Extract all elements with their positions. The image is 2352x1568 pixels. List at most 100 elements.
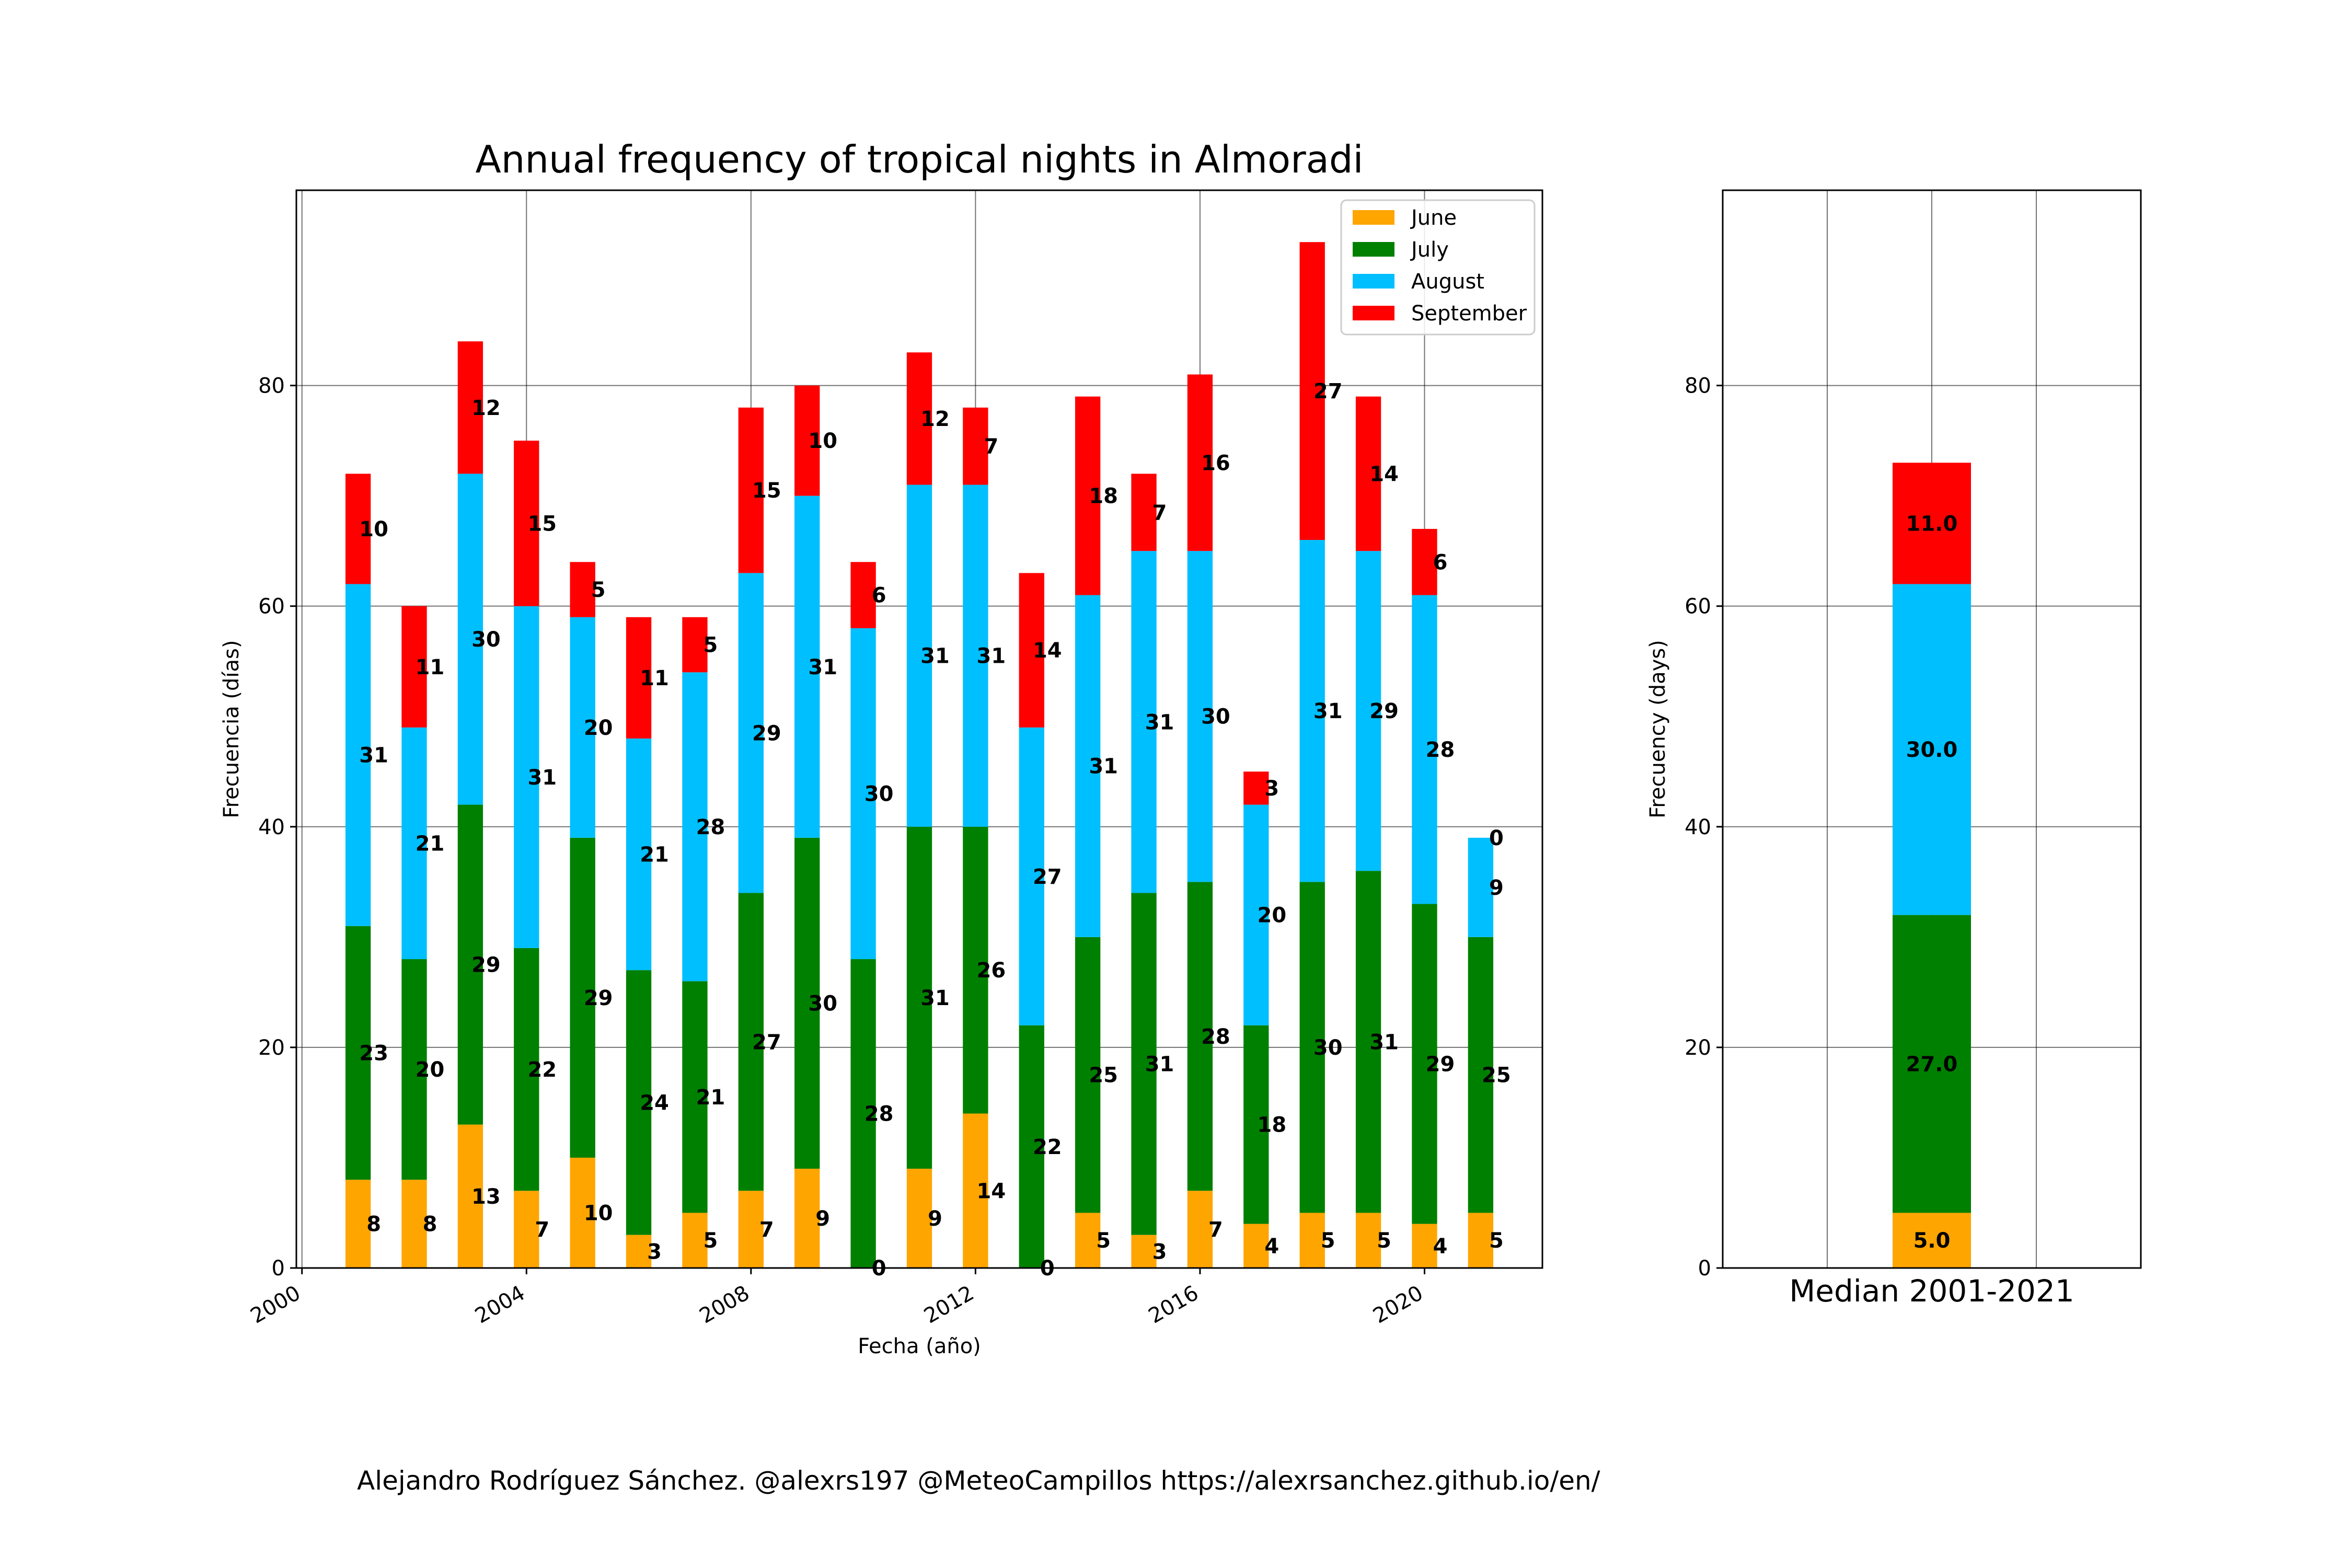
value-label-july-2020: 29 (1426, 1053, 1455, 1077)
xtick-label-2008: 2008 (696, 1281, 754, 1329)
value-label-july-2016: 28 (1201, 1025, 1230, 1049)
bar-september-2003 (457, 341, 483, 474)
value-label-august-2001: 31 (359, 744, 388, 768)
value-label-july-2006: 24 (640, 1091, 669, 1115)
value-label-september-2004: 15 (527, 512, 557, 536)
ytick-label-60: 60 (258, 595, 285, 619)
bar-august-2015 (1131, 551, 1157, 893)
value-label-september-2013: 14 (1033, 639, 1062, 663)
value-label-september-2019: 14 (1369, 462, 1399, 486)
value-label-june-2009: 9 (815, 1207, 830, 1231)
value-label-july-2003: 29 (471, 953, 501, 977)
bar-september-2005 (570, 562, 595, 617)
value-label-july-2001: 23 (359, 1041, 388, 1065)
bar-september-2001 (345, 474, 371, 584)
value-label-august-2011: 31 (920, 644, 950, 668)
median-value-label-july: 27.0 (1906, 1053, 1958, 1077)
value-label-june-2008: 7 (759, 1218, 774, 1242)
ytick-label-20: 20 (258, 1036, 285, 1060)
bar-september-2019 (1355, 396, 1381, 551)
value-label-july-2015: 31 (1145, 1053, 1174, 1077)
value-label-september-2001: 10 (359, 517, 388, 541)
bar-july-2018 (1299, 882, 1325, 1213)
bar-august-2009 (794, 495, 820, 838)
legend-label-september: September (1411, 302, 1527, 326)
value-label-august-2014: 31 (1089, 755, 1118, 779)
median-chart-ylabel: Frecuency (days) (1646, 640, 1670, 818)
bar-august-2018 (1299, 540, 1325, 882)
value-label-august-2018: 31 (1313, 699, 1343, 723)
value-label-september-2016: 16 (1201, 451, 1230, 475)
value-label-september-2012: 7 (984, 435, 998, 459)
median-ytick-label-80: 80 (1685, 374, 1711, 398)
value-label-june-2015: 3 (1152, 1240, 1167, 1264)
value-label-september-2005: 5 (591, 578, 606, 602)
bar-august-2013 (1019, 727, 1044, 1025)
bar-july-2009 (794, 837, 820, 1169)
bar-august-2017 (1243, 804, 1269, 1025)
bar-june-2003 (457, 1124, 483, 1268)
main-chart-bars (345, 242, 1494, 1268)
value-label-august-2019: 29 (1369, 699, 1399, 723)
value-label-june-2019: 5 (1377, 1229, 1391, 1253)
value-label-august-2013: 27 (1033, 865, 1062, 889)
xtick-label-2000: 2000 (247, 1281, 305, 1329)
legend-swatch-june (1353, 210, 1394, 225)
value-label-june-2001: 8 (366, 1213, 381, 1237)
bar-july-2013 (1019, 1025, 1044, 1268)
bar-july-2010 (850, 959, 876, 1268)
value-label-july-2019: 31 (1369, 1030, 1399, 1054)
bar-september-2017 (1243, 771, 1269, 805)
median-value-label-august: 30.0 (1906, 738, 1958, 762)
bar-june-2015 (1131, 1235, 1157, 1268)
bar-june-2019 (1355, 1213, 1381, 1268)
legend-box (1340, 199, 1536, 336)
value-label-july-2021: 25 (1482, 1064, 1511, 1088)
bar-june-2020 (1412, 1224, 1437, 1268)
value-label-august-2015: 31 (1145, 710, 1174, 734)
value-label-july-2012: 26 (977, 959, 1006, 983)
value-label-august-2009: 31 (808, 655, 837, 679)
value-label-august-2004: 31 (527, 766, 557, 790)
value-label-august-2012: 31 (977, 644, 1006, 668)
bar-july-2021 (1468, 937, 1494, 1213)
legend: June July August September (1340, 199, 1536, 336)
bar-june-2018 (1299, 1213, 1325, 1268)
bar-august-2007 (682, 672, 708, 982)
bar-june-2017 (1243, 1224, 1269, 1268)
bar-september-2004 (514, 441, 539, 606)
bar-july-2016 (1187, 882, 1213, 1191)
bar-july-2020 (1412, 904, 1437, 1224)
value-label-september-2009: 10 (808, 429, 837, 453)
bar-september-2015 (1131, 474, 1157, 551)
bar-june-2016 (1187, 1191, 1213, 1268)
bar-june-2012 (963, 1113, 988, 1268)
main-chart-frame (295, 189, 1543, 1269)
value-label-july-2018: 30 (1313, 1036, 1343, 1060)
bar-august-2019 (1355, 551, 1381, 871)
bar-july-2015 (1131, 893, 1157, 1235)
bar-june-2006 (626, 1235, 652, 1268)
value-label-august-2006: 21 (640, 843, 669, 867)
main-chart-ylabel: Frecuencia (días) (220, 640, 244, 818)
value-label-september-2007: 5 (704, 633, 718, 658)
value-label-august-2021: 9 (1489, 876, 1504, 900)
bar-august-2001 (345, 584, 371, 926)
bar-june-2004 (514, 1191, 539, 1268)
median-value-label-june: 5.0 (1913, 1229, 1951, 1253)
bar-july-2014 (1075, 937, 1101, 1213)
value-label-june-2002: 8 (423, 1213, 437, 1237)
bar-september-2011 (906, 352, 932, 485)
ytick-label-40: 40 (258, 815, 285, 839)
value-label-july-2008: 27 (752, 1030, 781, 1054)
value-label-september-2021: 0 (1489, 826, 1504, 850)
value-label-june-2021: 5 (1489, 1229, 1504, 1253)
value-label-june-2016: 7 (1208, 1218, 1223, 1242)
value-label-july-2014: 25 (1089, 1064, 1118, 1088)
value-label-july-2005: 29 (584, 986, 613, 1010)
median-chart-axes: 0 20 40 60 80 (1685, 374, 1723, 1281)
value-label-august-2016: 30 (1201, 705, 1230, 729)
bar-june-2009 (794, 1169, 820, 1268)
value-label-july-2013: 22 (1033, 1135, 1062, 1159)
value-label-september-2014: 18 (1089, 485, 1118, 509)
